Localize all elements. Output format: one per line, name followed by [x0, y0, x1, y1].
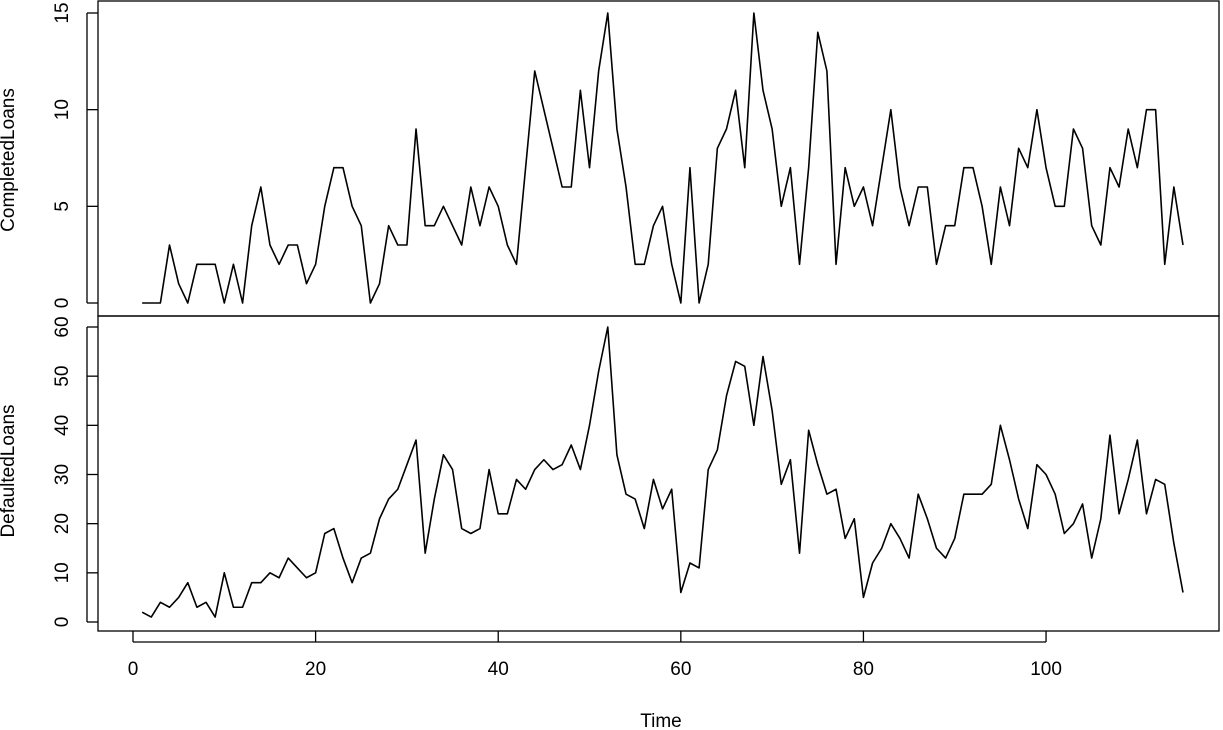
x-tick-label-80: 80 — [853, 659, 874, 680]
defaulted-plot-frame — [97, 315, 1220, 632]
x-axis-title: Time — [640, 711, 682, 730]
x-tick-label-100: 100 — [1030, 659, 1062, 680]
defaulted-y-tick-label-40: 40 — [52, 415, 73, 436]
completed-y-tick-label-5: 5 — [52, 201, 73, 212]
top-panel: 0 5 10 15 CompletedLoans — [0, 0, 1220, 317]
x-tick-label-20: 20 — [305, 659, 326, 680]
completed-y-tick-label-0: 0 — [52, 298, 73, 309]
defaulted-series-line — [141, 326, 1184, 618]
defaulted-y-tick-label-10: 10 — [52, 562, 73, 583]
x-tick-label-0: 0 — [128, 659, 139, 680]
defaulted-y-tick-label-0: 0 — [52, 617, 73, 628]
defaulted-y-tick-label-30: 30 — [52, 464, 73, 485]
bottom-panel: 0 10 20 30 40 50 60 DefaultedLoans 0 20 40 60 80 100 — [0, 315, 1220, 680]
x-tick-label-40: 40 — [488, 659, 509, 680]
completed-y-tick-label-10: 10 — [52, 99, 73, 120]
x-tick-label-60: 60 — [670, 659, 691, 680]
completed-y-axis-title: CompletedLoans — [0, 88, 19, 232]
completed-plot-frame — [97, 0, 1220, 317]
defaulted-y-tick-label-20: 20 — [52, 513, 73, 534]
defaulted-y-axis-title: DefaultedLoans — [0, 404, 19, 537]
defaulted-y-tick-label-50: 50 — [52, 366, 73, 387]
completed-y-tick-label-15: 15 — [52, 2, 73, 23]
defaulted-y-tick-label-60: 60 — [52, 316, 73, 337]
completed-series-line — [142, 12, 1184, 304]
